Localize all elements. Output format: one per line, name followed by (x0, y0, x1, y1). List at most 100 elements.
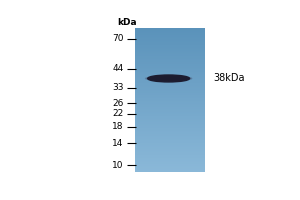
Bar (135, 88, 205, 89)
Bar (135, 130, 205, 131)
Bar (135, 67, 205, 69)
Bar (135, 100, 205, 101)
Bar (135, 148, 205, 149)
Bar (135, 139, 205, 140)
Bar (135, 133, 205, 135)
Bar (135, 98, 205, 99)
Bar (135, 59, 205, 60)
Bar (135, 41, 205, 42)
Bar (135, 126, 205, 127)
Bar (135, 48, 205, 50)
Bar (135, 164, 205, 165)
Bar (135, 105, 205, 106)
Bar (135, 63, 205, 64)
Bar (135, 60, 205, 61)
Bar (135, 125, 205, 126)
Bar (135, 61, 205, 62)
Bar (135, 116, 205, 117)
Bar (135, 158, 205, 159)
Bar (135, 76, 205, 77)
Text: kDa: kDa (117, 18, 137, 27)
Bar (135, 31, 205, 32)
Bar (135, 87, 205, 88)
Bar (135, 88, 205, 90)
Bar (135, 152, 205, 154)
Text: 10: 10 (112, 161, 124, 170)
Bar (135, 130, 205, 132)
Bar (135, 163, 205, 164)
Bar (135, 170, 205, 171)
Bar (135, 99, 205, 100)
Bar (135, 107, 205, 108)
Bar (135, 38, 205, 39)
Bar (135, 35, 205, 36)
Bar (135, 103, 205, 104)
Bar (135, 56, 205, 57)
Bar (135, 95, 205, 96)
Bar (135, 121, 205, 122)
Bar (135, 55, 205, 56)
Bar (135, 62, 205, 63)
Bar (135, 92, 205, 94)
Bar (135, 80, 205, 81)
Bar (135, 104, 205, 105)
Bar (135, 52, 205, 53)
Bar (135, 44, 205, 45)
Bar (135, 94, 205, 95)
Bar (135, 79, 205, 80)
Bar (135, 124, 205, 125)
Bar (135, 96, 205, 97)
Bar (135, 37, 205, 38)
Bar (135, 127, 205, 128)
Bar (135, 102, 205, 103)
Bar (135, 142, 205, 143)
Bar (135, 54, 205, 55)
Bar (135, 67, 205, 68)
Bar (135, 36, 205, 37)
Bar (135, 47, 205, 49)
Bar (135, 144, 205, 145)
Bar (135, 153, 205, 155)
Bar (135, 136, 205, 137)
Bar (135, 114, 205, 116)
Text: 44: 44 (112, 64, 124, 73)
Bar (135, 34, 205, 35)
Bar (135, 78, 205, 79)
Bar (135, 57, 205, 58)
Bar (135, 101, 205, 102)
Bar (135, 147, 205, 148)
Bar (135, 30, 205, 31)
Bar (135, 151, 205, 153)
Bar (135, 146, 205, 147)
Bar (135, 141, 205, 142)
Bar (135, 123, 205, 124)
Bar (135, 138, 205, 139)
Bar (135, 167, 205, 168)
Bar (135, 82, 205, 83)
Bar (135, 109, 205, 111)
Text: 70: 70 (112, 34, 124, 43)
Bar (135, 106, 205, 107)
Bar (135, 134, 205, 136)
Bar (135, 33, 205, 34)
Bar (135, 28, 205, 30)
Bar (135, 71, 205, 73)
Bar (135, 115, 205, 116)
Bar (135, 119, 205, 120)
Bar (135, 93, 205, 95)
Text: 14: 14 (112, 139, 124, 148)
Bar (135, 66, 205, 67)
Bar (135, 111, 205, 113)
Bar (135, 145, 205, 146)
Text: 22: 22 (112, 109, 124, 118)
Bar (135, 51, 205, 52)
Bar (135, 169, 205, 170)
Bar (135, 128, 205, 129)
Bar (135, 43, 205, 44)
Bar (135, 40, 205, 41)
Bar (135, 113, 205, 115)
Bar (135, 109, 205, 110)
Bar (135, 165, 205, 166)
Bar (135, 69, 205, 71)
Bar (135, 154, 205, 156)
